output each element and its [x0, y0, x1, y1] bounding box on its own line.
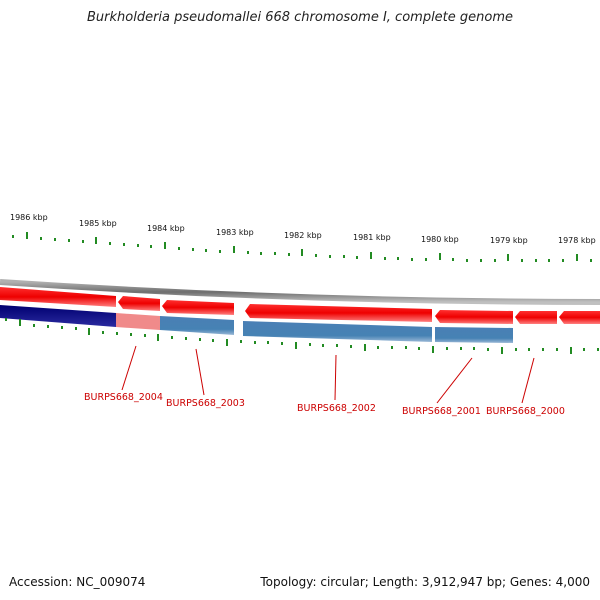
gene-arrow: [515, 311, 557, 324]
scale-label-1986: 1986 kbp: [10, 213, 48, 222]
scale-label-1984: 1984 kbp: [147, 224, 185, 233]
gene-label-2004: BURPS668_2004: [84, 392, 163, 403]
gene-arrow: [245, 304, 432, 322]
genome-summary-text: Topology: circular; Length: 3,912,947 bp…: [260, 575, 590, 589]
gene-label-2002: BURPS668_2002: [297, 403, 376, 414]
scale-label-1980: 1980 kbp: [421, 235, 459, 244]
gene-label-2003: BURPS668_2003: [166, 398, 245, 409]
scale-labels: 1986 kbp 1985 kbp 1984 kbp 1983 kbp 1982…: [10, 213, 596, 245]
gene-leader-lines: [121, 345, 535, 404]
scale-label-1981: 1981 kbp: [353, 233, 391, 242]
gene-arrow: [435, 310, 513, 324]
gene-arrow: [559, 311, 600, 324]
scale-label-1985: 1985 kbp: [79, 219, 117, 228]
scale-ticks-top: [12, 232, 592, 262]
track-segment: [243, 321, 432, 342]
accession-text: Accession: NC_009074: [9, 575, 146, 589]
gene-track-blue: [0, 305, 513, 343]
scale-label-1978: 1978 kbp: [558, 236, 596, 245]
scale-label-1979: 1979 kbp: [490, 236, 528, 245]
gene-arrow: [118, 296, 160, 311]
track-segment: [160, 316, 234, 335]
genome-backbone: [0, 279, 600, 305]
gene-labels: BURPS668_2004 BURPS668_2003 BURPS668_200…: [84, 392, 565, 417]
gene-label-2000: BURPS668_2000: [486, 406, 565, 417]
track-segment: [116, 313, 160, 330]
gene-arrow: [0, 287, 116, 307]
map-title: Burkholderia pseudomallei 668 chromosome…: [86, 10, 514, 25]
gene-arrow: [162, 300, 234, 315]
track-segment: [435, 327, 513, 343]
gene-label-2001: BURPS668_2001: [402, 406, 481, 417]
scale-label-1983: 1983 kbp: [216, 228, 254, 237]
scale-label-1982: 1982 kbp: [284, 231, 322, 240]
track-segment: [0, 305, 116, 327]
scale-ticks-bottom: [5, 318, 599, 354]
gene-track-red: [0, 287, 600, 324]
